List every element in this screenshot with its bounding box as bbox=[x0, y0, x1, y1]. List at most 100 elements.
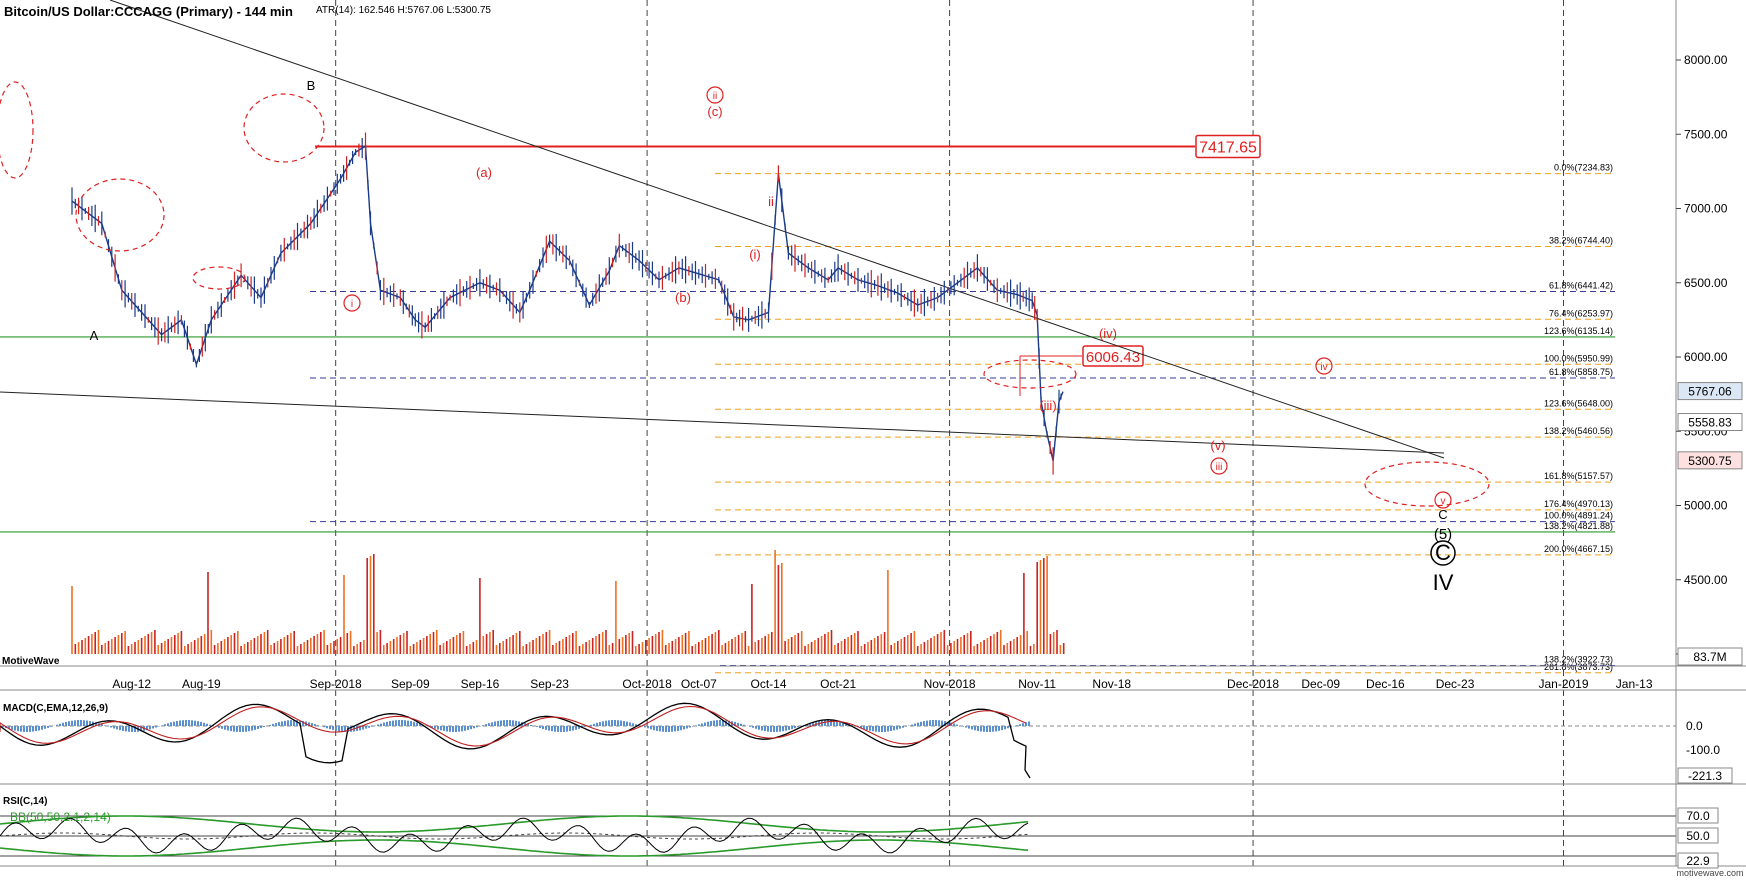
fib-level-label: 38.2%(6744.40) bbox=[1549, 235, 1613, 245]
fib-level-label: 138.2%(3922.73) bbox=[1544, 654, 1613, 664]
x-tick-label: Jan-13 bbox=[1616, 677, 1653, 691]
wave-label-red: i bbox=[351, 299, 353, 310]
wave-label-red: iii bbox=[1216, 462, 1223, 473]
wave-circle bbox=[1315, 357, 1333, 375]
rsi-badge bbox=[1677, 807, 1719, 824]
price-badge-label: 5767.06 bbox=[1688, 385, 1732, 399]
target-badge bbox=[1195, 134, 1261, 159]
macd-badge-label: -221.3 bbox=[1688, 769, 1722, 783]
footer-brand: motivewave.com bbox=[1676, 868, 1743, 878]
x-tick-label: Sep-23 bbox=[530, 677, 569, 691]
rsi-tick-label: 70.0 bbox=[1686, 809, 1710, 823]
wave-label-black: B bbox=[307, 78, 316, 93]
wave-ellipse bbox=[983, 359, 1077, 389]
wave-ellipse bbox=[243, 93, 325, 163]
fib-level-label: 261.8%(3873.73) bbox=[1544, 662, 1613, 672]
x-tick-label: Oct-14 bbox=[750, 677, 786, 691]
wave-label-black: C bbox=[1438, 507, 1447, 522]
rsi-pane[interactable] bbox=[0, 815, 1676, 857]
chart-title: Bitcoin/US Dollar:CCCAGG (Primary) - 144… bbox=[4, 4, 293, 19]
x-tick-label: Dec-16 bbox=[1366, 677, 1405, 691]
rsi-title: RSI(C,14) bbox=[3, 796, 47, 807]
fib-level-label: 0.0%(7234.83) bbox=[1554, 163, 1613, 173]
fib-level-label: 123.6%(6135.14) bbox=[1544, 326, 1613, 336]
wave-label-red: iv bbox=[1320, 362, 1327, 373]
fib-level-label: 176.4%(4970.13) bbox=[1544, 499, 1613, 509]
wave-label-red: v bbox=[1441, 496, 1446, 507]
wave-label-black: (5) bbox=[1434, 526, 1452, 543]
fib-level-label: 76.4%(6253.97) bbox=[1549, 308, 1613, 318]
fib-level-label: 200.0%(4667.15) bbox=[1544, 544, 1613, 554]
fib-level-label: 123.6%(5648.00) bbox=[1544, 398, 1613, 408]
trendline bbox=[109, 0, 1445, 459]
wave-label-black: IV bbox=[1433, 570, 1454, 595]
wave-label-red: (b) bbox=[675, 290, 691, 305]
y-tick-label: 8000.00 bbox=[1684, 53, 1728, 67]
bb-legend: BB(50,50,2.1,2,14) bbox=[10, 810, 111, 824]
x-tick-label: Oct-2018 bbox=[622, 677, 672, 691]
fib-level-label: 161.8%(5157.57) bbox=[1544, 471, 1613, 481]
x-tick-label: Nov-11 bbox=[1018, 677, 1056, 691]
target-badge bbox=[1082, 345, 1144, 367]
wave-label-red: (c) bbox=[707, 104, 722, 119]
rsi-tick-label: 50.0 bbox=[1686, 829, 1710, 843]
watermark-text: MotiveWave bbox=[2, 656, 60, 667]
wave-label-red: (i) bbox=[749, 247, 761, 262]
macd-tick-label: -100.0 bbox=[1686, 743, 1720, 757]
macd-pane[interactable] bbox=[0, 702, 1676, 779]
price-badge-label: 83.7M bbox=[1693, 650, 1726, 664]
wave-circle bbox=[1210, 457, 1228, 475]
price-badge bbox=[1677, 413, 1743, 432]
fib-level-label: 138.2%(4821.88) bbox=[1544, 521, 1613, 531]
wave-label-red: ii bbox=[713, 91, 717, 102]
price-badge bbox=[1677, 451, 1743, 470]
rsi-bollinger-lower bbox=[0, 839, 1029, 857]
wave-ellipse bbox=[0, 81, 34, 179]
rsi-badge-label: 22.9 bbox=[1686, 854, 1710, 868]
price-pane[interactable]: 0.0%(7234.83) 38.2%(6744.40) 61.8%(6441.42… bbox=[0, 0, 1615, 866]
wave-label-red: (v) bbox=[1210, 438, 1225, 453]
y-tick-label: 7500.00 bbox=[1684, 127, 1728, 141]
macd-title: MACD(C,EMA,12,26,9) bbox=[3, 703, 108, 714]
x-tick-label: Aug-19 bbox=[182, 677, 221, 691]
wave-circle bbox=[706, 86, 724, 104]
wave-ellipse bbox=[75, 178, 165, 252]
fib-level-label: 61.8%(5858.75) bbox=[1549, 367, 1613, 377]
y-tick-label: 6500.00 bbox=[1684, 276, 1728, 290]
wave-ellipse bbox=[1364, 461, 1490, 507]
x-tick-label: Nov-2018 bbox=[924, 677, 976, 691]
target-badge-label: 7417.65 bbox=[1199, 139, 1257, 156]
price-badge bbox=[1677, 647, 1743, 666]
y-tick-label: 5000.00 bbox=[1684, 499, 1728, 513]
macd-badge bbox=[1677, 767, 1733, 784]
rsi-badge bbox=[1677, 852, 1719, 869]
macd-signal-line bbox=[0, 705, 1027, 747]
trendline bbox=[0, 391, 1445, 454]
x-tick-label: Dec-2018 bbox=[1227, 677, 1279, 691]
price-badge-label: 5558.83 bbox=[1688, 416, 1732, 430]
y-tick-label: 4500.00 bbox=[1684, 573, 1728, 587]
y-tick-label: 7000.00 bbox=[1684, 202, 1728, 216]
x-tick-label: Oct-21 bbox=[820, 677, 856, 691]
fib-level-label: 100.0%(5950.99) bbox=[1544, 353, 1613, 363]
fib-level-label: 61.8%(6441.42) bbox=[1549, 280, 1613, 290]
wave-label-red: (iv) bbox=[1099, 326, 1117, 341]
x-tick-label: Sep-16 bbox=[461, 677, 500, 691]
macd-tick-label: 0.0 bbox=[1686, 719, 1703, 733]
rsi-line bbox=[0, 817, 1029, 854]
wave-circle bbox=[1430, 540, 1456, 566]
x-tick-label: Dec-09 bbox=[1301, 677, 1340, 691]
wave-label-red: ii bbox=[768, 194, 774, 209]
atr-readout: ATR(14): 162.546 H:5767.06 L:5300.75 bbox=[316, 5, 491, 16]
fib-level-label: 138.2%(5460.56) bbox=[1544, 426, 1613, 436]
macd-line bbox=[0, 702, 1031, 779]
price-badge bbox=[1677, 382, 1743, 401]
wave-label-red: (a) bbox=[476, 165, 492, 180]
wave-ellipse bbox=[192, 266, 246, 290]
fib-level-label: 100.0%(4891.24) bbox=[1544, 511, 1613, 521]
rsi-badge bbox=[1677, 827, 1719, 844]
y-tick-label: 6000.00 bbox=[1684, 350, 1728, 364]
wave-circle bbox=[1434, 491, 1452, 509]
